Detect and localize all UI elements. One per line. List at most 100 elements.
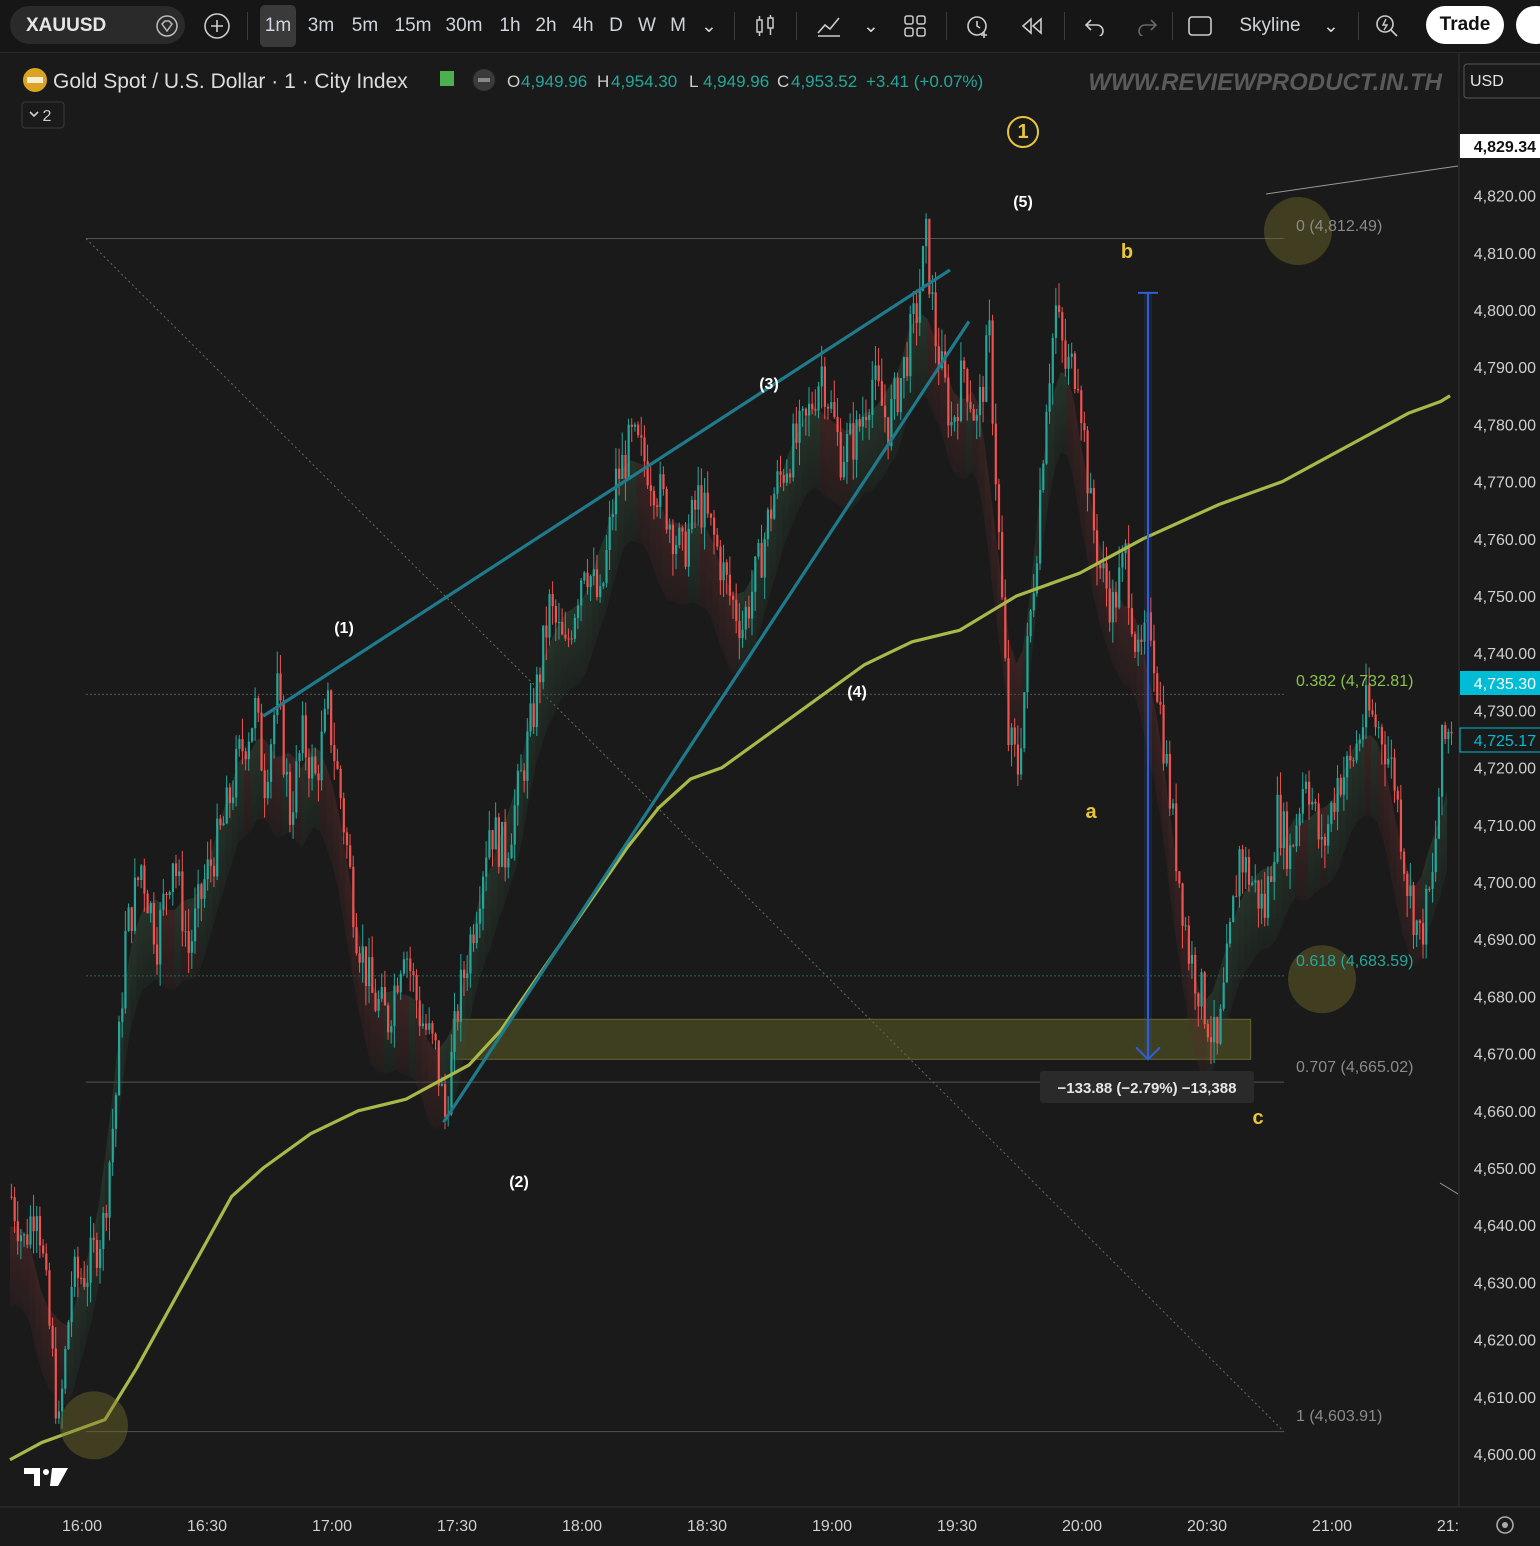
candle <box>820 345 823 409</box>
timeframe-1h[interactable]: 1h <box>499 15 521 36</box>
candle-body <box>510 844 513 859</box>
candle <box>671 519 675 576</box>
trendline-thin[interactable] <box>1265 165 1459 195</box>
wave-label[interactable]: b <box>1121 241 1133 263</box>
support-zone-rect[interactable] <box>452 1018 1252 1060</box>
candle-body <box>1384 744 1387 765</box>
candle-body <box>1393 757 1396 791</box>
candle <box>1406 870 1409 918</box>
candle-body <box>1304 781 1308 790</box>
candle <box>304 702 307 771</box>
candle-body <box>1035 563 1039 594</box>
candle-body <box>462 969 466 978</box>
candle <box>412 962 415 992</box>
replay-icon[interactable] <box>1014 0 1050 52</box>
candle-body <box>276 673 279 716</box>
symbol-search[interactable] <box>10 6 185 44</box>
collapse-count[interactable]: 2 <box>43 108 52 125</box>
candle <box>371 936 374 994</box>
candle-body <box>393 985 396 1027</box>
candle <box>728 556 732 606</box>
wave-label[interactable]: (1) <box>334 620 354 637</box>
trendline-thin[interactable] <box>1439 1182 1459 1195</box>
timeframe-15m[interactable]: 15m <box>394 15 432 36</box>
candle <box>32 1194 35 1254</box>
timeframe-3m[interactable]: 3m <box>307 15 335 36</box>
alert-clock-icon[interactable] <box>960 0 996 52</box>
candle <box>35 1205 38 1254</box>
wave-label[interactable]: a <box>1085 801 1097 823</box>
candle <box>640 416 643 456</box>
wave-label[interactable]: c <box>1252 1107 1263 1129</box>
candle <box>1086 426 1089 512</box>
indicators-icon[interactable] <box>812 0 846 52</box>
candle <box>38 1206 42 1259</box>
trendline[interactable] <box>442 320 971 1124</box>
candle-body <box>833 402 836 418</box>
currency-label[interactable]: USD <box>1470 73 1504 90</box>
timeframe-1m[interactable]: 1m <box>260 5 296 47</box>
trendline[interactable] <box>262 268 951 718</box>
chart-style-dropdown-icon[interactable]: ⌄ <box>1323 15 1339 37</box>
fullscreen-icon[interactable] <box>1184 0 1216 52</box>
quick-search-icon[interactable] <box>1370 0 1404 52</box>
undo-icon[interactable] <box>1078 0 1112 52</box>
candle <box>1083 411 1086 443</box>
trade-button[interactable]: Trade <box>1426 6 1504 44</box>
candle <box>396 977 399 995</box>
trend-cloud-segment <box>142 904 150 989</box>
settings-icon[interactable] <box>1496 1516 1514 1534</box>
candle-body <box>564 634 567 639</box>
indicators-dropdown-icon[interactable]: ⌄ <box>863 15 879 37</box>
timeframe-M[interactable]: M <box>670 15 686 36</box>
add-symbol-icon[interactable] <box>200 0 234 52</box>
timeframe-2h[interactable]: 2h <box>535 15 557 36</box>
wave-label[interactable]: (4) <box>847 684 867 701</box>
timeframe-dropdown-icon[interactable]: ⌄ <box>701 15 717 37</box>
candle-body <box>817 386 820 411</box>
candle <box>1111 579 1115 643</box>
currency-selector[interactable] <box>1463 63 1540 99</box>
trend-cloud-segment <box>630 460 637 543</box>
candle-body <box>1336 777 1339 812</box>
candle-body <box>184 931 187 933</box>
moving-average-line[interactable] <box>9 394 1451 1462</box>
redo-icon[interactable] <box>1130 0 1164 52</box>
collapse-indicators-button[interactable] <box>21 101 65 129</box>
wave-label[interactable]: 1 <box>1017 121 1028 143</box>
wave-label[interactable]: (3) <box>759 376 779 393</box>
candle <box>393 973 396 1048</box>
timeframe-W[interactable]: W <box>638 15 656 36</box>
candle-body <box>883 405 887 418</box>
candle <box>415 969 418 1019</box>
candle <box>690 496 694 534</box>
candle-body <box>1276 794 1279 862</box>
wave-label[interactable]: (5) <box>1013 194 1033 211</box>
timeframe-D[interactable]: D <box>609 15 623 36</box>
trend-cloud-segment <box>10 1226 17 1308</box>
candle <box>466 955 469 992</box>
symbol-label[interactable]: XAUUSD <box>26 15 107 36</box>
timeframe-5m[interactable]: 5m <box>351 15 379 36</box>
candle <box>817 381 820 419</box>
chart-style-name[interactable]: Skyline <box>1239 15 1301 36</box>
candle <box>1298 807 1301 847</box>
timeframe-4h[interactable]: 4h <box>572 15 594 36</box>
timeframe-30m[interactable]: 30m <box>445 15 483 36</box>
candle <box>972 404 975 421</box>
candle <box>801 406 804 427</box>
candle <box>770 495 773 532</box>
trend-cloud-segment <box>1054 372 1061 471</box>
layout-grid-icon[interactable] <box>898 0 932 52</box>
candle <box>472 924 475 952</box>
candle <box>406 951 409 978</box>
trend-cloud-segment <box>877 396 884 485</box>
candles-style-icon[interactable] <box>748 0 782 52</box>
wave-label[interactable]: (2) <box>509 1174 529 1191</box>
diamond-icon[interactable] <box>152 0 182 52</box>
publish-button[interactable] <box>1516 6 1540 44</box>
candle <box>1333 787 1336 820</box>
candle-body <box>1308 781 1311 805</box>
